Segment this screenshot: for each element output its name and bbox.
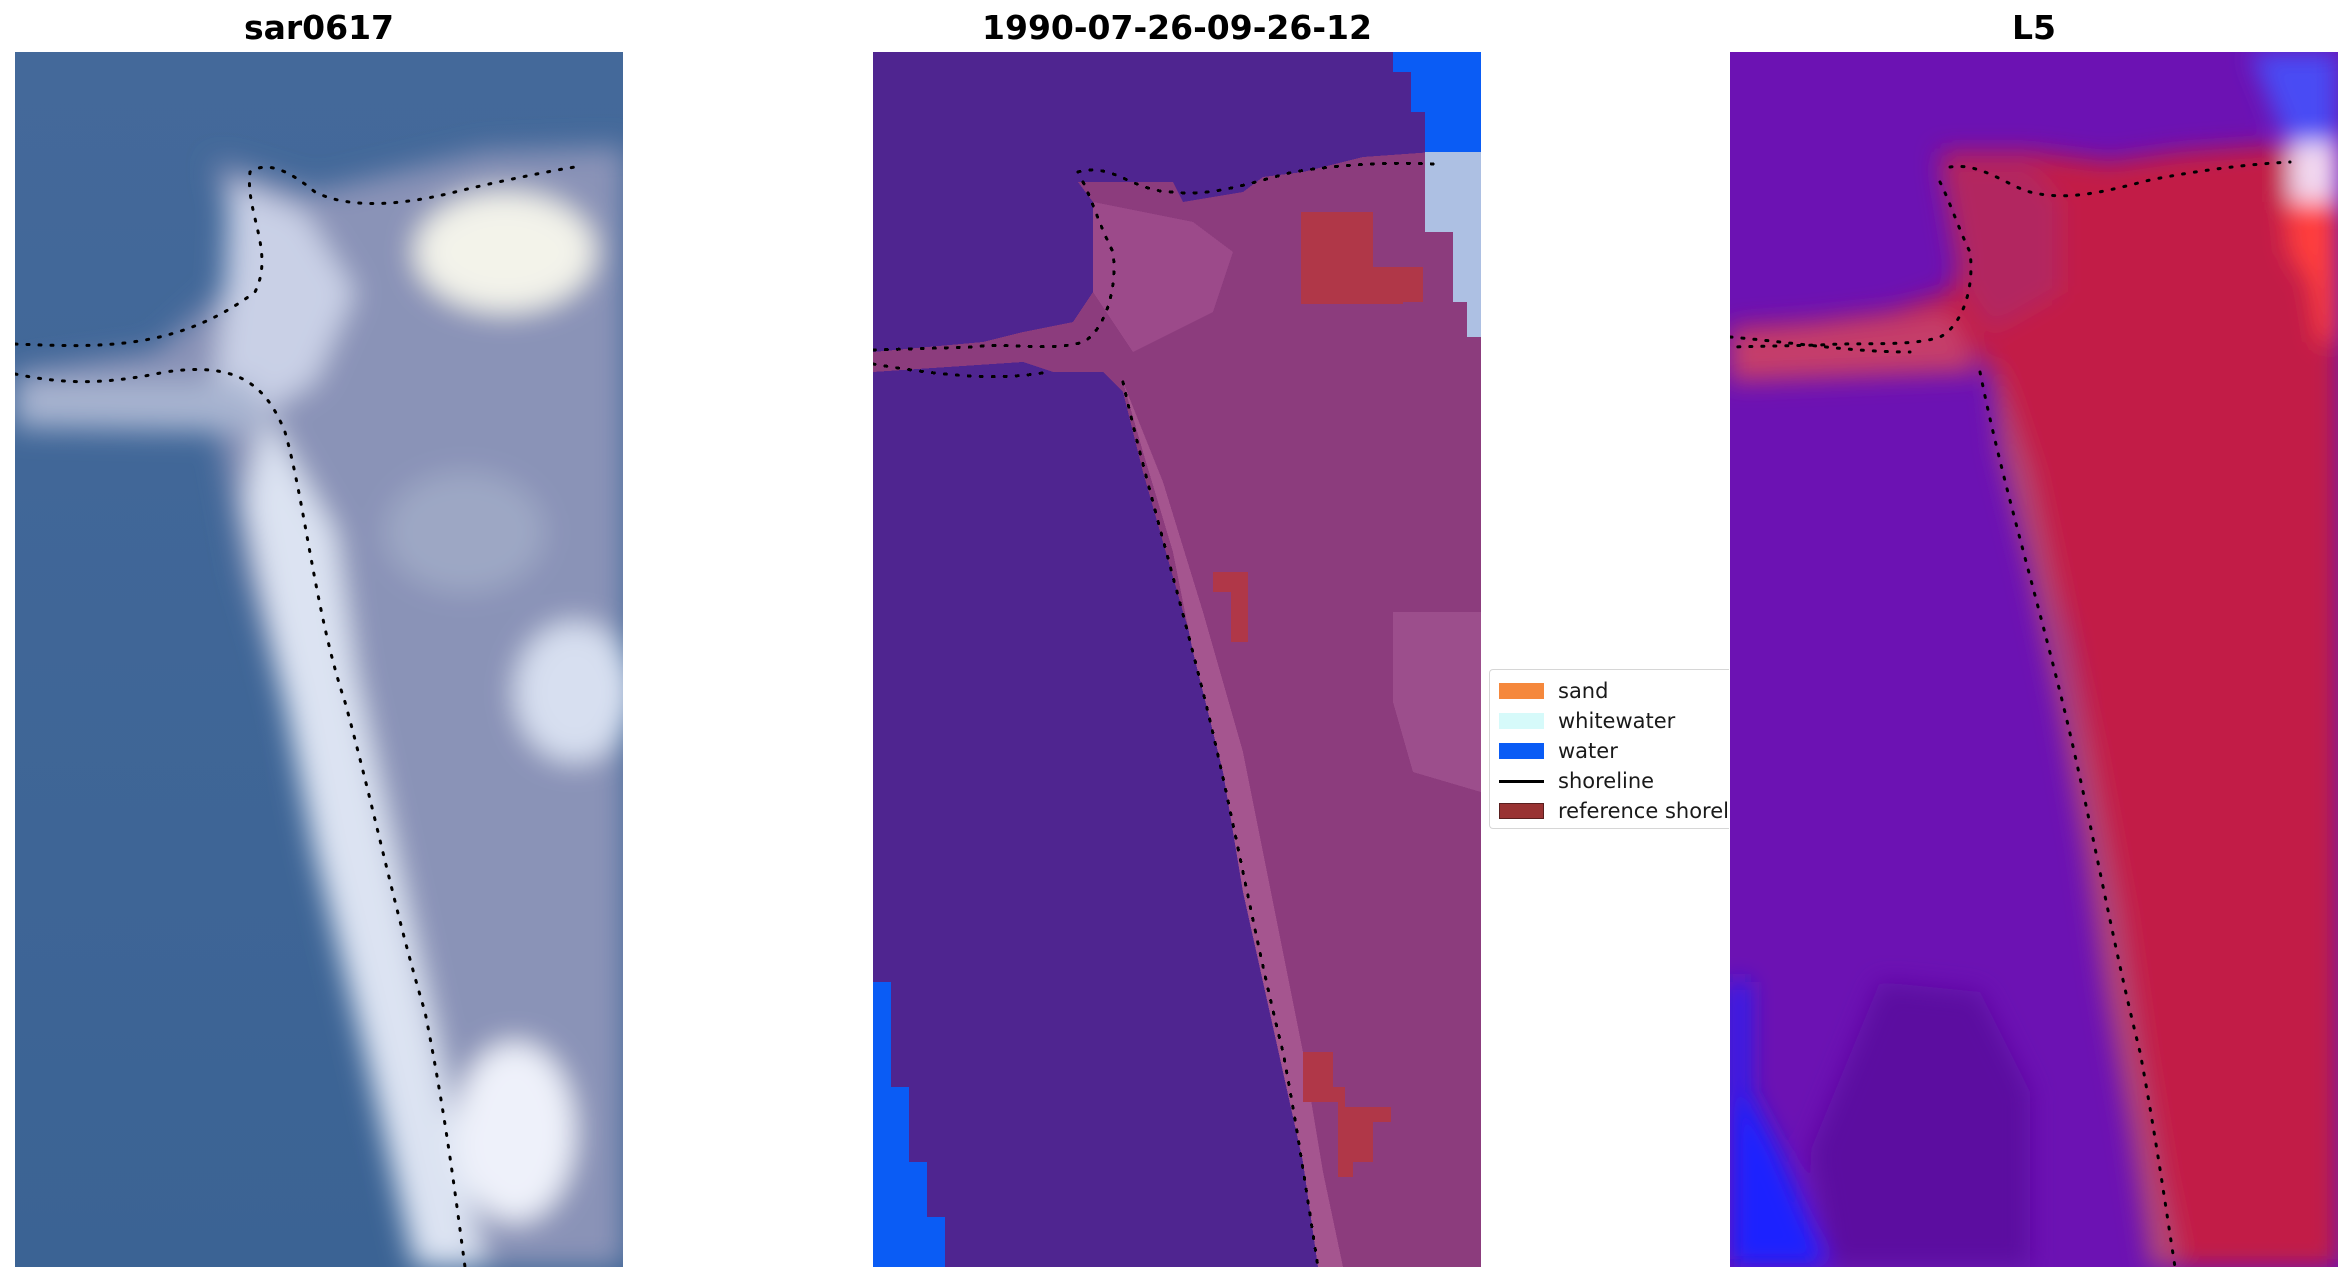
shoreline-line-swatch xyxy=(1499,779,1544,783)
legend-label-reference-shoreline: reference shoreline xyxy=(1558,799,1729,823)
classified-image-panel[interactable] xyxy=(873,52,1481,1267)
legend-item-whitewater: whitewater xyxy=(1490,706,1729,736)
rgb-panel-title: sar0617 xyxy=(243,8,395,47)
classified-image xyxy=(873,52,1481,1267)
legend-item-sand: sand xyxy=(1490,676,1729,706)
legend-item-reference-shoreline: reference shoreline xyxy=(1490,796,1729,826)
legend-label-sand: sand xyxy=(1558,679,1609,703)
sand-swatch xyxy=(1499,683,1544,699)
water-swatch xyxy=(1499,743,1544,759)
legend-item-water: water xyxy=(1490,736,1729,766)
legend-item-shoreline: shoreline xyxy=(1490,766,1729,796)
reference-shoreline-swatch xyxy=(1499,803,1544,819)
rgb-shoreline xyxy=(15,165,577,1267)
whitewater-swatch xyxy=(1499,713,1544,729)
legend-label-water: water xyxy=(1558,739,1618,763)
classified-shoreline xyxy=(873,161,1435,1267)
mndwi-shoreline xyxy=(1730,160,2292,1267)
rgb-image-panel[interactable] xyxy=(15,52,623,1267)
classified-panel-title: 1990-07-26-09-26-12 xyxy=(982,8,1372,47)
legend-label-whitewater: whitewater xyxy=(1558,709,1676,733)
rgb-image xyxy=(15,52,623,1267)
legend-label-shoreline: shoreline xyxy=(1558,769,1655,793)
mndwi-image-panel[interactable] xyxy=(1730,52,2338,1267)
legend: sand whitewater water shoreline referenc… xyxy=(1489,669,1729,829)
mndwi-image xyxy=(1730,52,2338,1267)
mndwi-panel-title: L5 xyxy=(2012,8,2056,47)
